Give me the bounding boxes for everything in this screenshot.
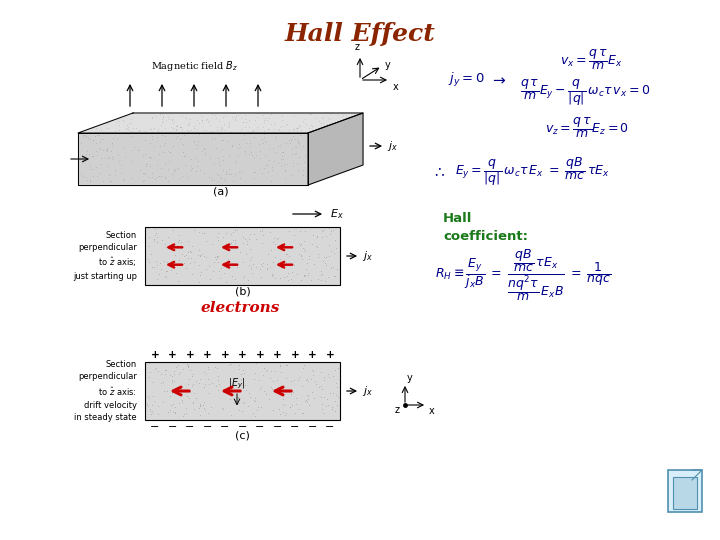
- Text: electrons: electrons: [200, 301, 279, 315]
- Text: $E_x$: $E_x$: [330, 207, 343, 221]
- Text: +: +: [256, 350, 264, 360]
- Text: −: −: [238, 422, 247, 432]
- Text: Section
perpendicular
to $\hat{z}$ axis;
just starting up: Section perpendicular to $\hat{z}$ axis;…: [73, 231, 137, 281]
- Text: z: z: [395, 405, 400, 415]
- Text: +: +: [220, 350, 230, 360]
- Text: x: x: [429, 406, 435, 416]
- Polygon shape: [78, 113, 363, 133]
- Text: Magnetic field $B_z$: Magnetic field $B_z$: [150, 59, 238, 73]
- Text: +: +: [238, 350, 247, 360]
- Text: +: +: [291, 350, 300, 360]
- Text: −: −: [325, 422, 335, 432]
- Text: $j_x$: $j_x$: [387, 139, 398, 153]
- Text: $\dfrac{q\,\tau}{m} E_y - \dfrac{q}{|q|}\,\omega_c\tau\, v_x = 0$: $\dfrac{q\,\tau}{m} E_y - \dfrac{q}{|q|}…: [520, 78, 650, 109]
- Text: −: −: [203, 422, 212, 432]
- Text: +: +: [203, 350, 212, 360]
- Text: −: −: [150, 422, 160, 432]
- Text: $v_z = \dfrac{q\,\tau}{m} E_z = 0$: $v_z = \dfrac{q\,\tau}{m} E_z = 0$: [545, 116, 629, 140]
- Text: +: +: [168, 350, 177, 360]
- Text: $R_H \equiv \dfrac{E_y}{j_x B}\; =\; \dfrac{\dfrac{qB}{mc}\,\tau E_x}{\dfrac{nq^: $R_H \equiv \dfrac{E_y}{j_x B}\; =\; \df…: [435, 247, 611, 303]
- Text: $|E_y|$: $|E_y|$: [228, 377, 246, 392]
- Text: $v_x = \dfrac{q\,\tau}{m} E_x$: $v_x = \dfrac{q\,\tau}{m} E_x$: [560, 48, 623, 72]
- Bar: [673, 477, 697, 509]
- Text: Section
perpendicular
to $\hat{z}$ axis:
drift velocity
in steady state: Section perpendicular to $\hat{z}$ axis:…: [74, 360, 137, 422]
- Text: −: −: [256, 422, 265, 432]
- Text: $E_y = \dfrac{q}{|q|}\,\omega_c\tau\, E_x\; =\; \dfrac{qB}{mc}\,\tau E_x$: $E_y = \dfrac{q}{|q|}\,\omega_c\tau\, E_…: [455, 156, 610, 188]
- Text: −: −: [290, 422, 300, 432]
- Text: $j_x$: $j_x$: [362, 249, 373, 263]
- Bar: [145, 362, 340, 420]
- Text: (a): (a): [212, 187, 228, 197]
- Bar: [145, 227, 340, 285]
- Text: $j_y = 0$: $j_y = 0$: [448, 71, 485, 89]
- Text: z: z: [354, 42, 359, 52]
- Polygon shape: [78, 133, 308, 185]
- Text: (b): (b): [235, 287, 251, 297]
- Text: y: y: [385, 60, 391, 70]
- Text: +: +: [150, 350, 159, 360]
- Text: $j_x$: $j_x$: [362, 384, 373, 398]
- Text: −: −: [220, 422, 230, 432]
- Text: Hall
coefficient:: Hall coefficient:: [443, 213, 528, 244]
- Text: $\therefore$: $\therefore$: [432, 165, 446, 179]
- Text: −: −: [308, 422, 318, 432]
- Polygon shape: [308, 113, 363, 185]
- Text: y: y: [407, 373, 413, 383]
- Text: x: x: [393, 82, 399, 92]
- Text: Hall Effect: Hall Effect: [284, 22, 436, 46]
- Text: $\rightarrow$: $\rightarrow$: [490, 72, 507, 87]
- Text: +: +: [308, 350, 317, 360]
- Text: +: +: [186, 350, 194, 360]
- Text: −: −: [168, 422, 177, 432]
- Text: −: −: [185, 422, 194, 432]
- Bar: [668, 470, 702, 512]
- Text: +: +: [273, 350, 282, 360]
- Text: (c): (c): [235, 430, 250, 440]
- Text: +: +: [325, 350, 334, 360]
- Text: −: −: [273, 422, 282, 432]
